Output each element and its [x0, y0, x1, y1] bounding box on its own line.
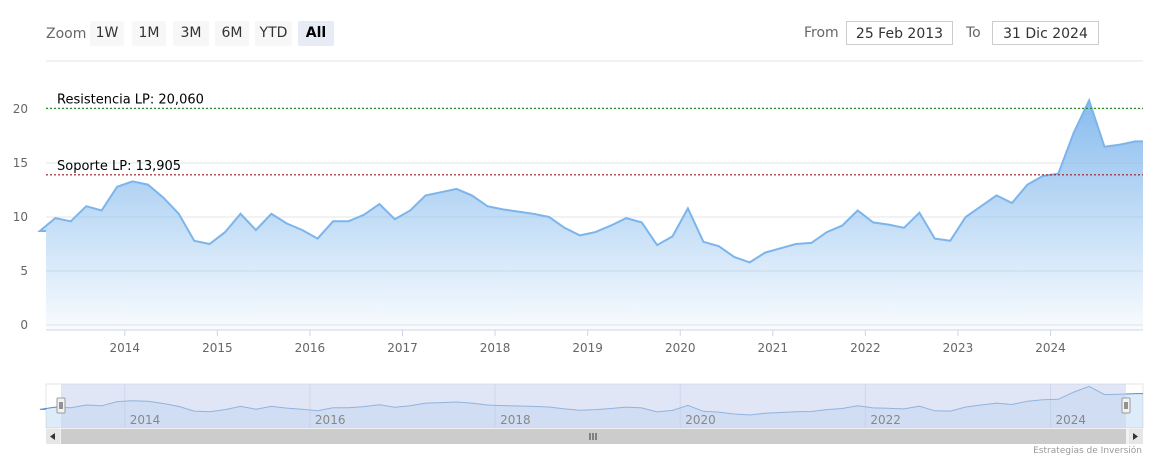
x-tick-label: 2020	[665, 341, 696, 355]
x-tick-label: 2021	[758, 341, 789, 355]
arrow-right-icon	[1133, 433, 1138, 440]
range-selector-toolbar: Zoom 1W 1M 3M 6M YTD All From 25 Feb 201…	[0, 0, 1157, 60]
from-date-input[interactable]: 25 Feb 2013	[846, 21, 953, 45]
arrow-left-icon	[50, 433, 55, 440]
y-tick-label: 0	[20, 318, 28, 332]
navigator-tick-label: 2018	[500, 413, 531, 427]
x-tick-label: 2014	[110, 341, 141, 355]
x-tick-label: 2015	[202, 341, 233, 355]
zoom-button-1w[interactable]: 1W	[90, 21, 124, 46]
x-tick-label: 2024	[1035, 341, 1066, 355]
x-tick-label: 2017	[387, 341, 418, 355]
zoom-button-all[interactable]: All	[298, 21, 334, 46]
to-date-input[interactable]: 31 Dic 2024	[992, 21, 1099, 45]
y-tick-label: 20	[13, 102, 28, 116]
zoom-button-ytd[interactable]: YTD	[255, 21, 292, 46]
x-tick-label: 2016	[295, 341, 326, 355]
handle-body[interactable]	[56, 397, 66, 414]
y-axis: 0 5 10 15 20	[13, 102, 28, 332]
navigator-tick-label: 2022	[870, 413, 901, 427]
x-tick-label: 2019	[572, 341, 603, 355]
x-tick-label: 2018	[480, 341, 511, 355]
x-tick-label: 2023	[943, 341, 974, 355]
navigator-tick-label: 2020	[685, 413, 716, 427]
plot-line-label-1: Soporte LP: 13,905	[57, 159, 181, 174]
navigator-tick-label: 2024	[1056, 413, 1087, 427]
x-axis: 2014 2015 2016 2017 2018 2019 2020 2021 2022 2023…	[110, 330, 1066, 355]
plot-line-label-0: Resistencia LP: 20,060	[57, 92, 204, 107]
navigator[interactable]: 2014 2016 2018 2020 2022 2024	[39, 383, 1144, 429]
series-line	[37, 97, 1143, 264]
navigator-tick-label: 2014	[130, 413, 161, 427]
zoom-label: Zoom	[46, 26, 87, 42]
to-label: To	[966, 25, 981, 41]
navigator-selection-mask[interactable]	[61, 384, 1126, 428]
credit-text: Estrategias de Inversión	[1033, 446, 1142, 456]
series-area	[39, 100, 1143, 331]
plot-lines: Resistencia LP: 20,060 Soporte LP: 13,905	[46, 92, 1143, 176]
zoom-button-6m[interactable]: 6M	[215, 21, 249, 46]
zoom-button-1m[interactable]: 1M	[132, 21, 166, 46]
y-tick-label: 15	[13, 156, 28, 170]
y-tick-label: 5	[20, 264, 28, 278]
y-tick-label: 10	[13, 210, 28, 224]
navigator-tick-label: 2016	[315, 413, 346, 427]
scrollbar[interactable]	[46, 429, 1143, 444]
zoom-button-3m[interactable]: 3M	[173, 21, 209, 46]
navigator-handle-right[interactable]	[1121, 397, 1131, 414]
handle-body[interactable]	[1121, 397, 1131, 414]
navigator-handle-left[interactable]	[56, 397, 66, 414]
from-label: From	[804, 25, 839, 41]
x-tick-label: 2022	[850, 341, 881, 355]
